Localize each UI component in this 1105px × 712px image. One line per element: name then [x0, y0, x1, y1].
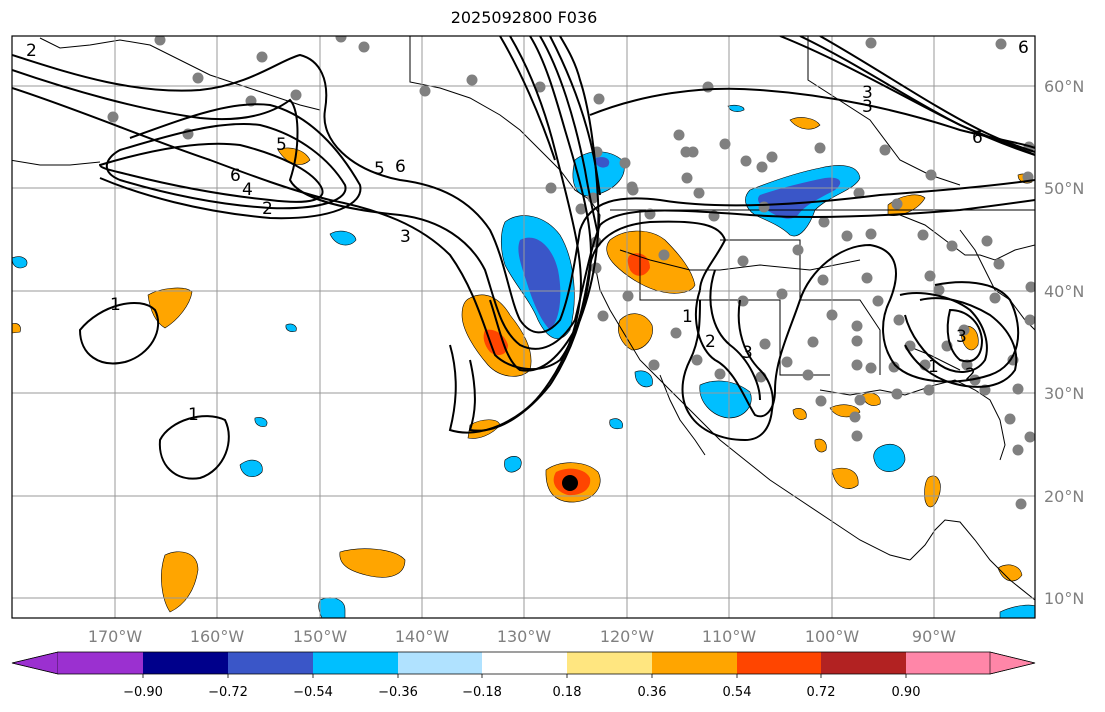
colorbar-label: −0.90: [123, 685, 163, 700]
colorbar-label: 0.72: [807, 685, 836, 700]
colorbar-label: 0.36: [638, 685, 667, 700]
contour-label: 3: [400, 227, 411, 247]
map-frame: [11, 35, 1036, 619]
colorbar-label: 0.90: [892, 685, 921, 700]
lon-tick-label: 140°W: [395, 627, 450, 646]
contour-label: 6: [1018, 38, 1029, 58]
lon-tick-label: 160°W: [190, 627, 245, 646]
colorbar-swatch: [143, 652, 228, 674]
contour-label: 2: [965, 365, 976, 385]
lat-tick-label: 30°N: [1044, 384, 1084, 403]
lon-tick-label: 170°W: [88, 627, 143, 646]
lat-tick-label: 10°N: [1044, 589, 1084, 608]
graticule: [12, 36, 1035, 618]
contour-label: 3: [862, 97, 873, 117]
colorbar-label: −0.18: [462, 685, 502, 700]
colorbar-swatch: [398, 652, 482, 674]
colorbar-label: 0.18: [553, 685, 582, 700]
lon-tick-label: 100°W: [805, 627, 860, 646]
latitude-labels: 10°N 20°N 30°N 40°N 50°N 60°N: [1044, 77, 1084, 608]
colorbar-over-arrow: [989, 651, 1036, 675]
lon-tick-label: 110°W: [702, 627, 757, 646]
contour-label: 1: [110, 295, 121, 315]
contour-label: 5: [374, 159, 385, 179]
height-contours: [12, 36, 1035, 480]
colorbar-label: −0.54: [293, 685, 333, 700]
shaded-anomaly-fields: [12, 104, 1035, 618]
colorbar-swatch: [821, 652, 906, 674]
lon-tick-label: 130°W: [497, 627, 552, 646]
contour-label: 5: [276, 135, 287, 155]
colorbar-label: −0.72: [208, 685, 248, 700]
contour-label: 1: [188, 405, 199, 425]
contour-label: 2: [262, 199, 273, 219]
contour-label: 1: [682, 307, 693, 327]
colorbar-swatch: [228, 652, 313, 674]
contour-label: 3: [862, 83, 873, 103]
lat-tick-label: 40°N: [1044, 282, 1084, 301]
contour-label: 2: [705, 332, 716, 352]
lon-tick-label: 150°W: [293, 627, 348, 646]
contour-labels: 2 5 6 4 6 5 6 2 3 1 1 3 6 3 1 2 3 1 2 3: [26, 38, 1029, 425]
contour-label: 3: [956, 327, 967, 347]
contour-label: 6: [395, 157, 406, 177]
colorbar-swatch: [906, 652, 990, 674]
colorbar-swatch: [737, 652, 821, 674]
colorbar-swatch: [652, 652, 737, 674]
lat-tick-label: 20°N: [1044, 487, 1084, 506]
map-title: 2025092800 F036: [450, 8, 598, 27]
lon-tick-label: 120°W: [600, 627, 655, 646]
colorbar-under-arrow: [11, 651, 59, 675]
colorbar-label: −0.36: [378, 685, 418, 700]
lat-tick-label: 50°N: [1044, 179, 1084, 198]
colorbar-swatch: [482, 652, 567, 674]
colorbar: −0.90 −0.72 −0.54 −0.36 −0.18 0.18 0.36 …: [11, 651, 1036, 700]
contour-label: 3: [742, 343, 753, 363]
lon-tick-label: 90°W: [912, 627, 956, 646]
colorbar-swatch: [313, 652, 398, 674]
contour-label: 1: [928, 357, 939, 377]
contour-label: 2: [26, 41, 37, 61]
contour-label: 4: [242, 180, 253, 200]
colorbar-label: 0.54: [723, 685, 752, 700]
longitude-labels: 170°W 160°W 150°W 140°W 130°W 120°W 110°…: [88, 627, 956, 646]
contour-label: 6: [972, 128, 983, 148]
lat-tick-label: 60°N: [1044, 77, 1084, 96]
colorbar-swatch: [567, 652, 652, 674]
contour-label: 6: [230, 166, 241, 186]
colorbar-swatch: [58, 652, 143, 674]
